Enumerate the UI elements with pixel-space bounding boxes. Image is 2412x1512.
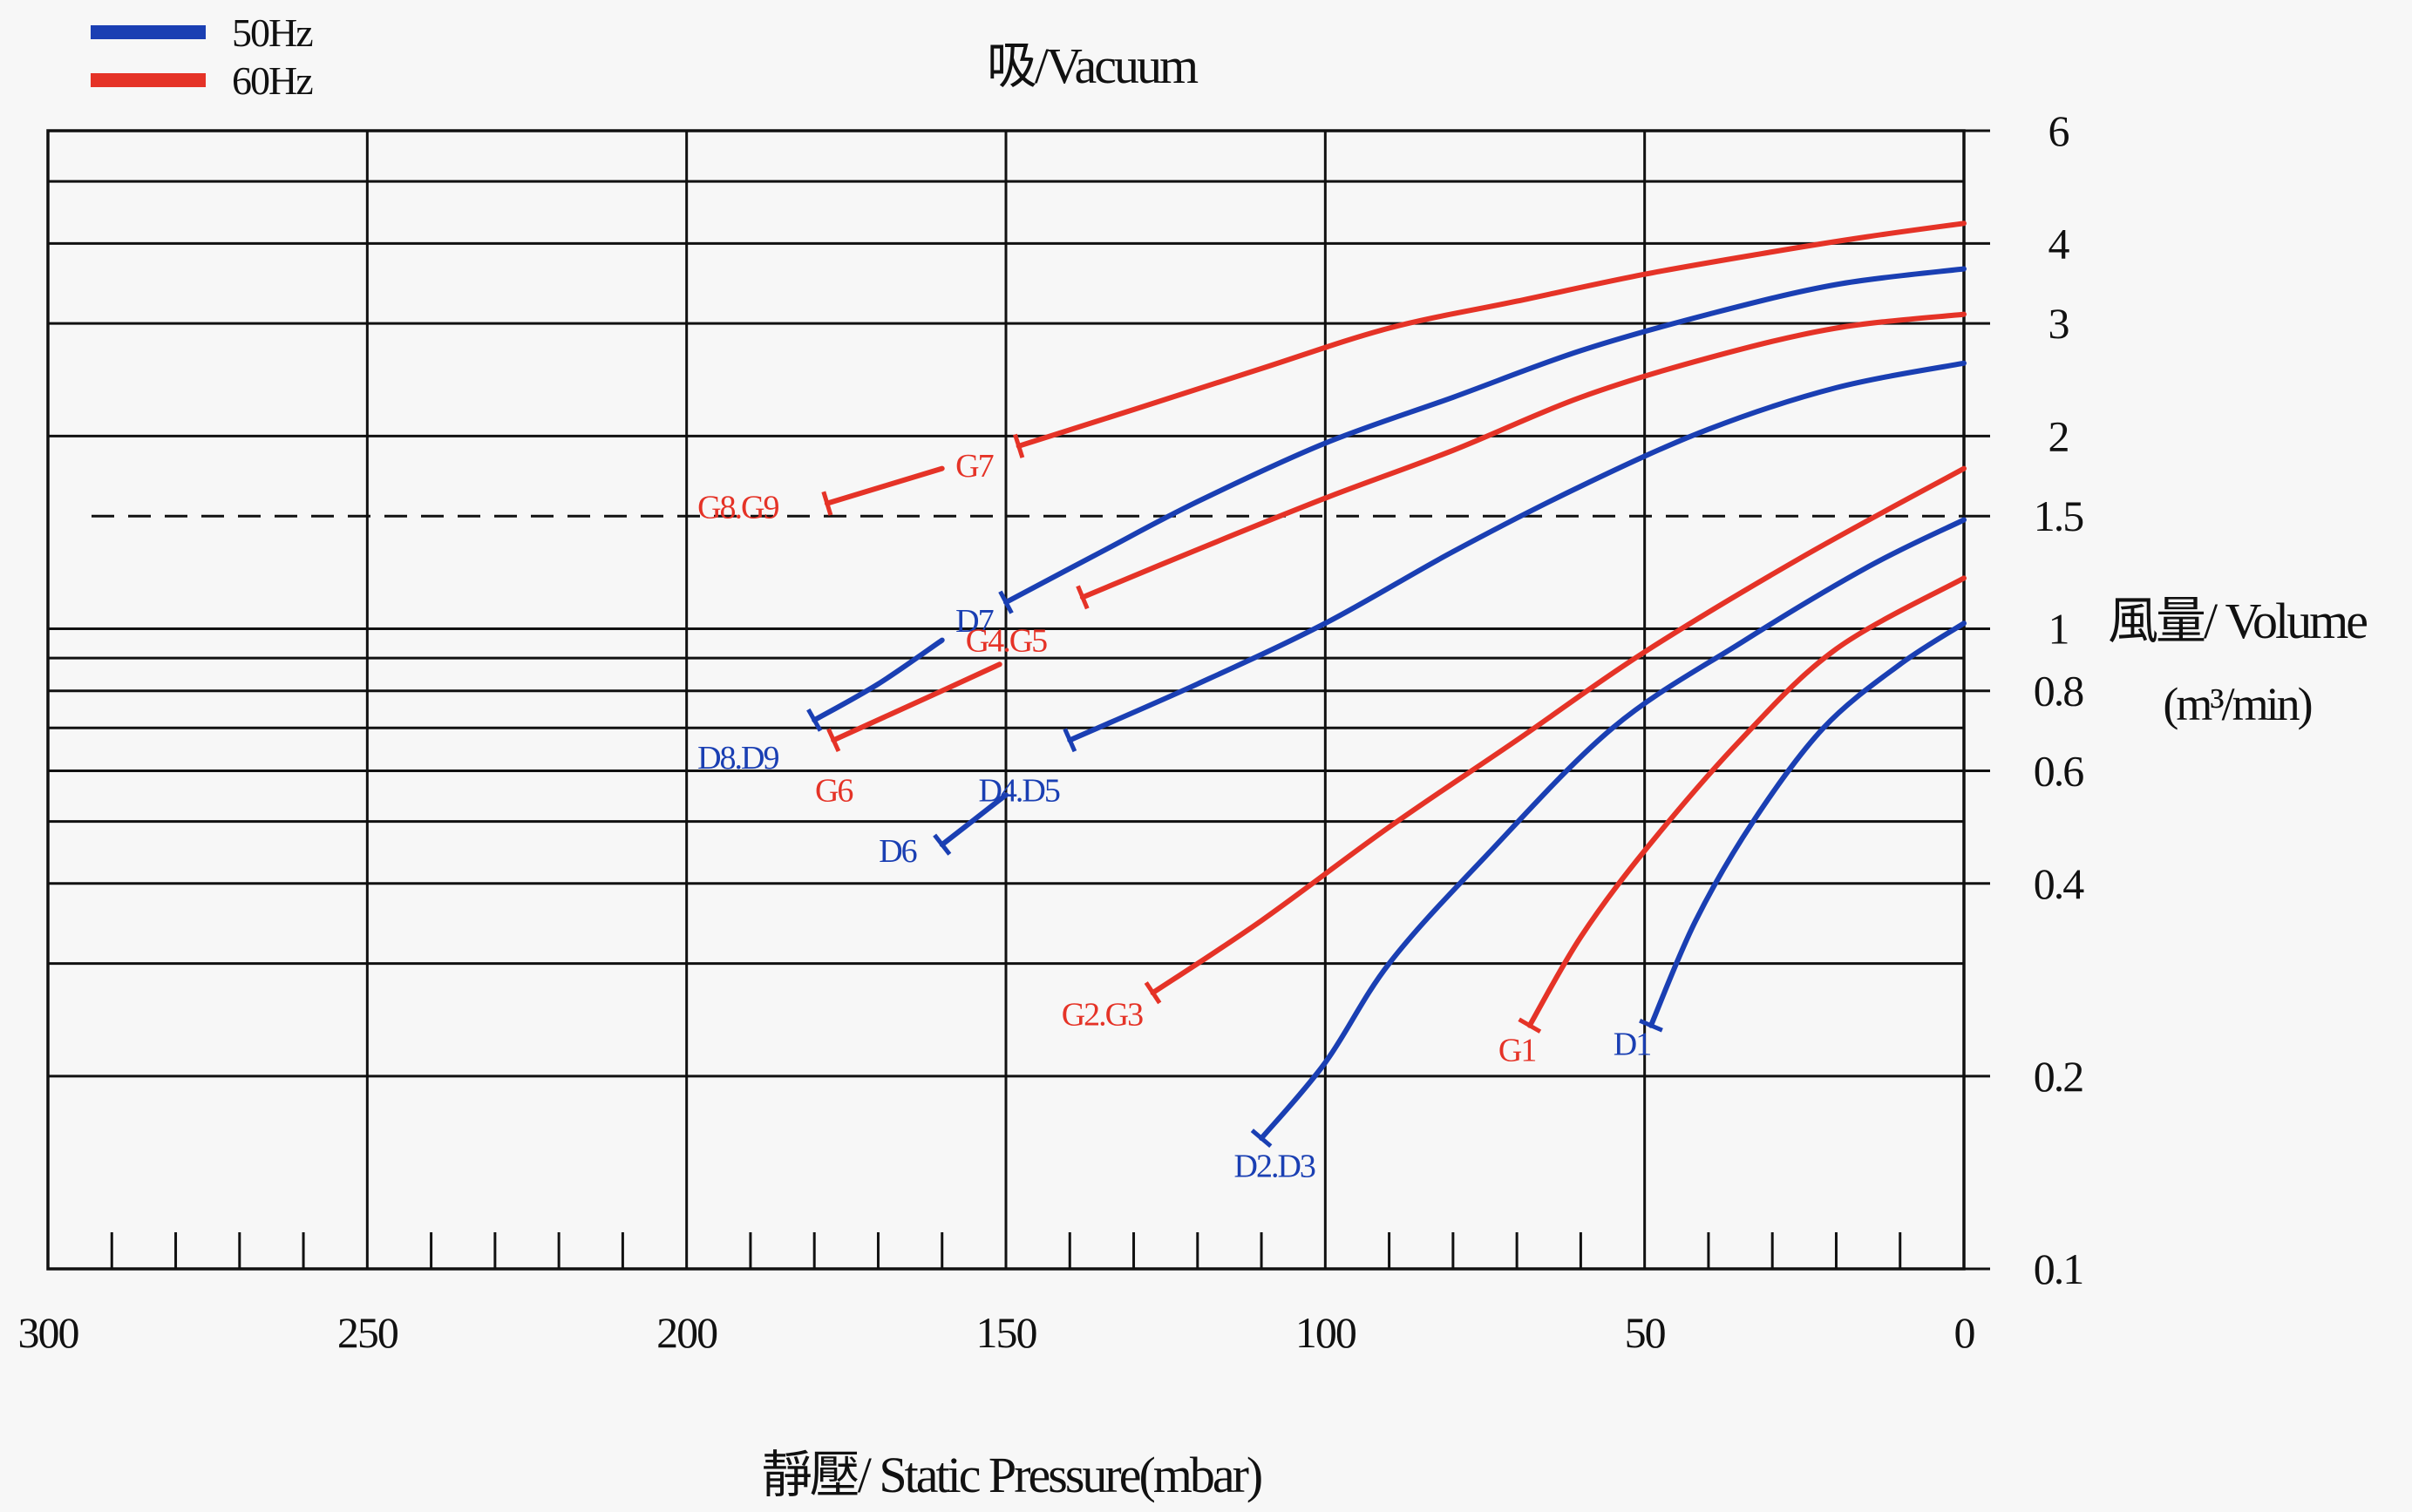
x-tick-label: 200 [656,1308,717,1357]
curve-label-d8-d9: D8.D9 [697,740,778,776]
x-tick-label: 150 [976,1308,1037,1357]
x-tick-label: 100 [1295,1308,1356,1357]
x-tick-label: 0 [1954,1308,1975,1357]
curve-label-g2-g3: G2.G3 [1062,997,1143,1034]
curve-g4-g5 [1079,311,1967,600]
x-tick-label: 300 [18,1308,79,1357]
y-tick-label: 1.5 [2034,492,2084,540]
end-marker-g8-g9 [821,491,833,516]
y-tick-label: 0.6 [2034,746,2084,795]
curve-label-d1: D1 [1614,1026,1650,1062]
curve-label-d6: D6 [879,833,916,870]
y-tick-labels: 0.1 0.2 0.4 0.6 0.8 1 1.5 2 3 4 6 [1964,106,2086,1293]
plot-frame [46,129,1966,1271]
curve-d4-d5 [1067,360,1967,743]
curve-label-d7: D7 [955,603,993,640]
curve-d6 [939,792,1009,848]
end-marker-g7 [1013,433,1025,458]
legend-swatch-50hz [91,25,206,39]
legend-swatch-60hz [91,73,206,87]
curve-d2-d3 [1259,517,1967,1142]
y-tick-label: 0.2 [2034,1052,2083,1101]
curve-label-d2-d3: D2.D3 [1234,1148,1315,1184]
end-marker-d6 [933,833,952,856]
legend: 50Hz 60Hz [91,10,315,103]
y-axis-label-line1: 風量/ Volume [2108,593,2367,649]
end-marker-g6 [826,728,841,753]
y-tick-label: 0.1 [2034,1244,2083,1293]
curve-label-g7: G7 [955,448,993,485]
legend-label-60hz: 60Hz [232,58,313,103]
end-marker-d4-d5 [1063,728,1077,753]
y-tick-label: 1 [2049,605,2069,654]
y-axis-label-line2: (m³/min) [2163,678,2311,730]
y-tick-label: 6 [2049,106,2069,155]
plot-border [46,129,1966,1271]
series-curves [806,220,1967,1149]
x-tick-label: 50 [1625,1308,1666,1357]
y-tick-label: 2 [2049,411,2069,460]
end-marker-d2-d3 [1250,1129,1273,1149]
x-tick-labels: 300 250 200 150 100 50 0 [18,1308,1977,1357]
curve-label-g6: G6 [815,772,853,809]
curve-d1 [1648,620,1967,1028]
curve-g8-g9 [824,465,945,506]
end-marker-g1 [1518,1017,1542,1034]
x-tick-label: 250 [337,1308,398,1357]
curve-d8-d9 [812,637,945,723]
y-tick-label: 0.8 [2034,667,2084,715]
curve-label-g4-g5: G4.G5 [966,623,1047,660]
minor-ticks [110,1232,1902,1269]
y-tick-label: 4 [2049,219,2070,268]
curve-g7 [1016,220,1967,449]
curve-g1 [1526,575,1967,1028]
chart-title: 吸/Vacuum [987,37,1199,94]
curve-g6 [831,661,1002,743]
curve-label-g8-g9: G8.G9 [697,490,778,526]
curve-label-d4-d5: D4.D5 [978,772,1059,809]
curve-d7 [1003,266,1967,606]
grid-lines [46,129,1966,1271]
x-axis-label: 靜壓/ Static Pressure(mbar) [762,1447,1261,1503]
end-marker-d8-d9 [806,708,823,732]
curve-label-g1: G1 [1498,1033,1535,1069]
legend-label-50hz: 50Hz [232,10,313,55]
end-marker-d1 [1639,1018,1663,1033]
curve-g2-g3 [1150,465,1967,996]
end-marker-d7 [998,590,1014,614]
y-tick-label: 0.4 [2034,859,2085,908]
end-marker-g2-g3 [1144,981,1162,1005]
end-marker-g4-g5 [1076,585,1090,610]
y-tick-label: 3 [2049,299,2069,348]
